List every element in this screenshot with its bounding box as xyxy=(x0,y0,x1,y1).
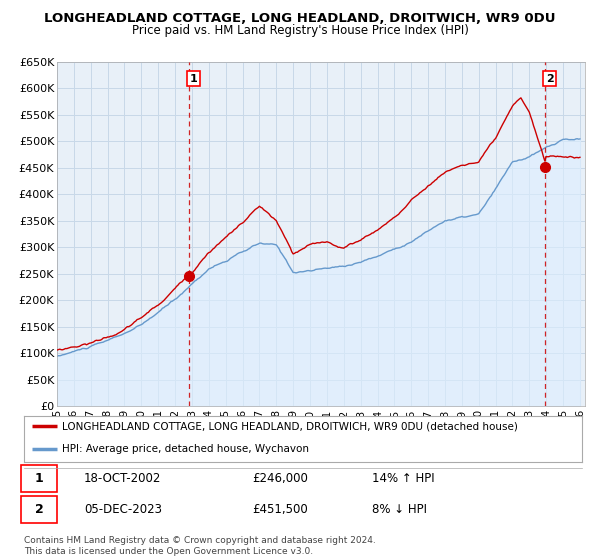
Text: 8% ↓ HPI: 8% ↓ HPI xyxy=(372,503,427,516)
Text: £246,000: £246,000 xyxy=(252,472,308,486)
Text: Price paid vs. HM Land Registry's House Price Index (HPI): Price paid vs. HM Land Registry's House … xyxy=(131,24,469,37)
Text: 1: 1 xyxy=(190,74,197,83)
Text: 2: 2 xyxy=(35,503,43,516)
Text: 05-DEC-2023: 05-DEC-2023 xyxy=(84,503,162,516)
Text: 14% ↑ HPI: 14% ↑ HPI xyxy=(372,472,434,486)
Text: LONGHEADLAND COTTAGE, LONG HEADLAND, DROITWICH, WR9 0DU: LONGHEADLAND COTTAGE, LONG HEADLAND, DRO… xyxy=(44,12,556,25)
Text: £451,500: £451,500 xyxy=(252,503,308,516)
Text: Contains HM Land Registry data © Crown copyright and database right 2024.
This d: Contains HM Land Registry data © Crown c… xyxy=(24,536,376,556)
Text: 1: 1 xyxy=(35,472,43,486)
Text: LONGHEADLAND COTTAGE, LONG HEADLAND, DROITWICH, WR9 0DU (detached house): LONGHEADLAND COTTAGE, LONG HEADLAND, DRO… xyxy=(62,421,518,431)
Text: HPI: Average price, detached house, Wychavon: HPI: Average price, detached house, Wych… xyxy=(62,444,309,454)
Text: 2: 2 xyxy=(545,74,553,83)
Text: 18-OCT-2002: 18-OCT-2002 xyxy=(84,472,161,486)
